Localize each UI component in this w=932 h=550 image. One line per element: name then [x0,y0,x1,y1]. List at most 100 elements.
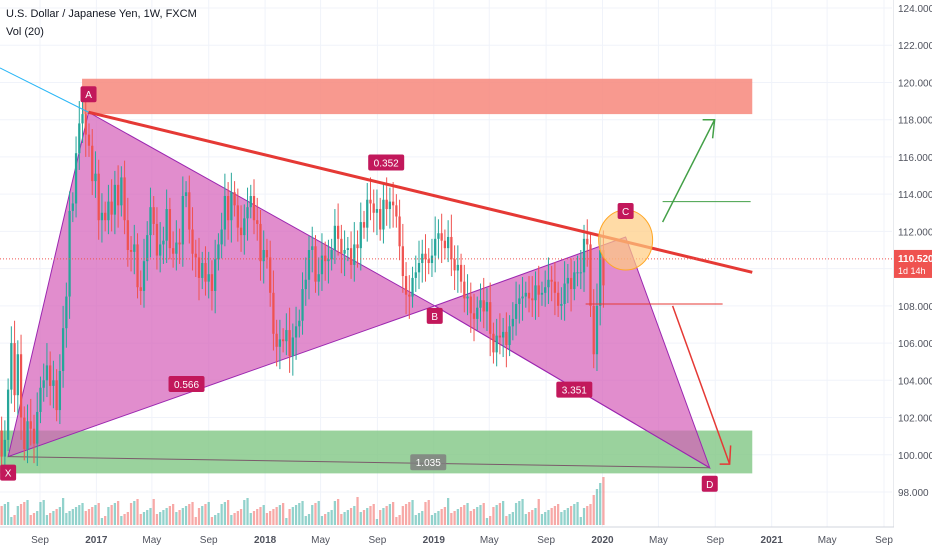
volume-bar [404,504,408,525]
volume-bar [434,513,437,525]
volume-bar [168,506,172,525]
candle-body [443,240,447,249]
candle-body [155,223,159,256]
volume-bar [534,508,537,525]
volume-bar [421,511,424,525]
candle-body [595,305,599,355]
volume-bar [586,506,589,525]
candle-body [239,227,243,236]
volume-bar [398,515,401,525]
candle-body [207,274,210,282]
candle-body [511,318,514,327]
volume-bar [304,516,307,525]
volume-bar [391,502,395,525]
price-tick-label: 112.000 [898,227,932,238]
volume-bar [3,504,7,525]
candle-body [136,244,139,288]
candle-body [178,242,181,245]
ratio-label: 3.351 [562,386,587,397]
candle-body [411,277,414,297]
candle-body [87,134,91,146]
candle-body [142,261,146,291]
volume-bar [540,514,544,525]
point-label-d: D [706,480,713,491]
volume-bar [317,501,320,525]
volume-bar [492,507,495,525]
candle-body [421,253,424,264]
point-label-a: A [85,90,92,101]
volume-bar [524,514,527,525]
ratio-label: 0.566 [174,380,199,391]
volume-bar [401,506,404,525]
candle-body [327,259,330,262]
candle-body [181,196,184,245]
volume-bar [579,517,582,525]
volume-bar [230,515,233,525]
volume-bar [456,509,459,525]
candle-body [26,421,29,450]
time-tick-label: Sep [200,535,218,546]
candle-body [417,263,421,273]
volume-bar [430,515,434,525]
candle-body [401,246,404,277]
volume-bar [278,505,282,525]
candle-body [582,238,586,273]
volume-bar [563,510,566,525]
candle-body [3,439,7,457]
candle-body [447,236,450,249]
price-axis[interactable]: 124.000 122.000 120.000 118.000 116.000 114.0… [894,0,932,527]
volume-bar [544,512,547,525]
volume-bar [463,505,466,525]
candle-body [314,246,317,282]
volume-bar [84,511,87,525]
volume-bar [330,510,333,525]
volume-bar [385,506,388,525]
volume-bar [573,504,576,525]
point-marker-c [617,202,634,219]
candle-body [123,177,126,221]
candle-body [459,264,463,282]
candle-body [479,300,482,308]
candle-body [74,153,78,204]
volume-bar [87,509,91,525]
point-marker-x [0,464,17,481]
candle-body [139,287,142,291]
volume-bar [146,510,149,525]
volume-bar [414,515,417,525]
volume-bar [336,499,340,525]
time-tick-label: May [649,535,668,546]
volume-bar [181,508,184,525]
volume-bar [133,501,136,525]
volume-bar [314,503,317,525]
volume-legend[interactable]: Vol (20) [6,26,44,38]
candle-body [537,285,540,295]
time-tick-label: 2018 [254,535,277,546]
volume-bar [175,512,178,525]
candle-body [369,199,372,204]
volume-bar [149,508,152,525]
candle-body [340,238,343,254]
volume-bar [553,506,557,525]
volume-bar [346,510,349,525]
candle-body [188,192,191,230]
volume-bar [592,495,595,525]
volume-bar [476,507,479,525]
time-axis[interactable]: Sep 2017 May Sep 2018 May Sep 2019 May Sep 2020 May… [31,535,893,546]
volume-bar [104,516,107,525]
candle-body [366,199,369,228]
volume-bar [472,509,476,525]
candle-body [204,263,207,282]
candle-body [514,303,518,319]
volume-bar [23,502,26,525]
candle-body [333,225,337,250]
volume-bar [81,503,84,525]
volume-bar [557,504,560,525]
candle-body [343,250,346,254]
volume-bar [479,505,482,525]
volume-bar [265,513,269,525]
volume-bar [74,507,78,525]
volume-bar [576,502,579,525]
volume-bar [527,512,531,525]
symbol-legend[interactable]: U.S. Dollar / Japanese Yen, 1W, FXCM [6,8,197,20]
